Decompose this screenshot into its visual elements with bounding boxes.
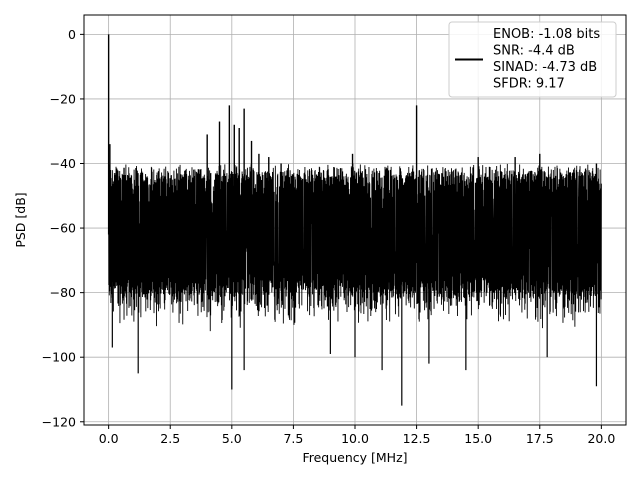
y-tick-label: 0 bbox=[68, 27, 76, 42]
legend-entry-text: ENOB: -1.08 bits SNR: -4.4 dB SINAD: -4.73… bbox=[493, 27, 600, 92]
legend-entry-line: ENOB: -1.08 bits bbox=[493, 27, 600, 42]
psd-trace bbox=[108, 163, 602, 332]
x-tick-label: 20.0 bbox=[587, 431, 615, 446]
legend-entry-line: SNR: -4.4 dB bbox=[493, 44, 575, 59]
x-axis-ticks: 0.0 2.5 5.0 7.5 10.0 12.5 15.0 17.5 20.0 bbox=[99, 425, 615, 446]
x-tick-label: 12.5 bbox=[403, 431, 431, 446]
x-tick-label: 2.5 bbox=[160, 431, 180, 446]
x-tick-label: 10.0 bbox=[341, 431, 369, 446]
y-axis-label: PSD [dB] bbox=[13, 192, 28, 247]
y-tick-label: −120 bbox=[42, 414, 76, 429]
x-tick-label: 15.0 bbox=[464, 431, 492, 446]
legend-box bbox=[448, 21, 617, 98]
y-tick-label: −100 bbox=[42, 350, 76, 365]
psd-trace-layer bbox=[107, 34, 602, 406]
legend-entry-line: SINAD: -4.73 dB bbox=[493, 60, 597, 75]
legend: ENOB: -1.08 bits SNR: -4.4 dB SINAD: -4.73… bbox=[448, 21, 617, 98]
y-tick-label: −20 bbox=[50, 91, 76, 106]
x-tick-label: 17.5 bbox=[526, 431, 554, 446]
x-tick-label: 7.5 bbox=[283, 431, 303, 446]
x-axis-label: Frequency [MHz] bbox=[302, 450, 407, 465]
legend-entry-line: SFDR: 9.17 bbox=[493, 77, 565, 92]
y-axis-ticks: 0 −20 −40 −60 −80 −100 −120 bbox=[42, 27, 84, 429]
x-tick-label: 0.0 bbox=[99, 431, 119, 446]
y-tick-label: −40 bbox=[50, 156, 76, 171]
y-tick-label: −60 bbox=[50, 221, 76, 236]
y-tick-label: −80 bbox=[50, 285, 76, 300]
x-tick-label: 5.0 bbox=[222, 431, 242, 446]
